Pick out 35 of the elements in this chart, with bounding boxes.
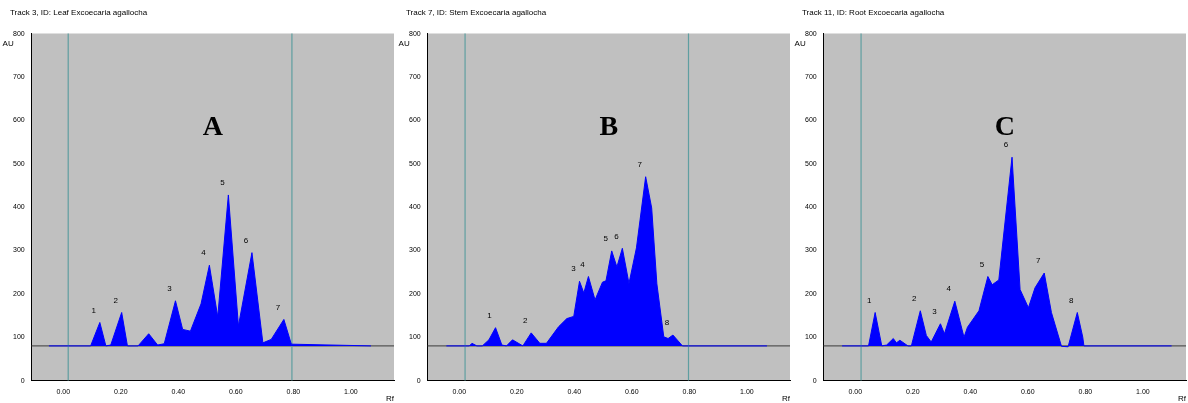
annotation: A: [202, 109, 224, 141]
annotation: 2: [912, 293, 918, 303]
annotation: 2: [113, 295, 119, 305]
annotation: 7: [1036, 256, 1042, 266]
annotation: 7: [275, 302, 281, 312]
annotation: 4: [580, 259, 586, 269]
annotation: 8: [1069, 295, 1075, 305]
annotation: 8: [664, 318, 670, 328]
annotation: 1: [487, 310, 493, 320]
annotation: 3: [167, 283, 173, 293]
annotation: 7: [637, 159, 643, 169]
chart-title: Track 11, ID: Root Excoecaria agallocha: [802, 8, 945, 17]
annotation: 1: [91, 305, 97, 315]
x-axis-title: Rf: [386, 393, 395, 403]
annotation: 3: [571, 264, 577, 274]
x-axis-title: Rf: [1178, 393, 1187, 403]
x-axis-title: Rf: [782, 393, 791, 403]
annotation: B: [599, 109, 619, 141]
annotation: C: [994, 109, 1015, 141]
annotation: 5: [220, 178, 226, 188]
annotation: 6: [243, 235, 249, 245]
annotation: 2: [522, 316, 528, 326]
annotation: 3: [932, 306, 938, 316]
annotation: 6: [1003, 140, 1009, 150]
annotation: 5: [603, 234, 609, 244]
annotation: 4: [946, 284, 952, 294]
annotation: 6: [614, 231, 620, 241]
chart-title: Track 7, ID: Stem Excoecaria agallocha: [406, 8, 547, 17]
annotation: 5: [979, 259, 985, 269]
y-axis-title: AU: [398, 38, 410, 48]
y-axis-title: AU: [794, 38, 806, 48]
y-axis-title: AU: [2, 38, 14, 48]
annotation: 1: [866, 295, 872, 305]
annotation: 4: [201, 248, 207, 258]
chart-title: Track 3, ID: Leaf Excoecaria agallocha: [10, 8, 148, 17]
